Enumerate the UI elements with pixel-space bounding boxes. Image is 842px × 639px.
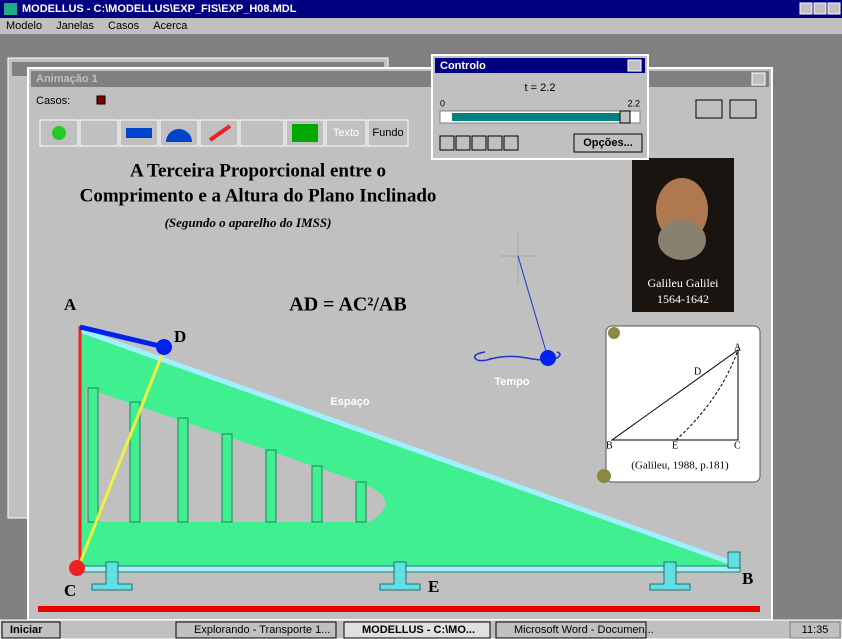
replay-button[interactable] <box>504 136 518 150</box>
window-buttons <box>800 3 840 14</box>
minimize-button[interactable] <box>800 3 812 14</box>
control-title: Controlo <box>440 60 486 72</box>
label-c: C <box>64 581 76 600</box>
play-button[interactable] <box>440 136 454 150</box>
window-title: MODELLUS - C:\MODELLUS\EXP_FIS\EXP_H08.M… <box>22 3 297 15</box>
maximize-button[interactable] <box>814 3 826 14</box>
options-label: Opções... <box>583 137 633 149</box>
note-label: A <box>734 342 742 353</box>
heading: Comprimento e a Altura do Plano Inclinad… <box>80 185 437 206</box>
task-label: MODELLUS - C:\MO... <box>362 624 475 636</box>
button-label: Fundo <box>372 127 403 139</box>
column <box>222 434 232 522</box>
point-d[interactable] <box>156 339 172 355</box>
column <box>88 388 98 522</box>
clock: 11:35 <box>802 624 829 636</box>
tool-button[interactable] <box>696 100 722 118</box>
tool-button[interactable] <box>240 120 284 146</box>
portrait-name: Galileu Galilei <box>648 276 720 290</box>
time-value: t = 2.2 <box>525 82 556 94</box>
pause-button[interactable] <box>456 136 470 150</box>
menu-item[interactable]: Casos <box>108 20 140 32</box>
label-e: E <box>428 577 439 596</box>
column <box>266 450 276 522</box>
note-label: D <box>694 366 701 377</box>
slider-max: 2.2 <box>627 98 640 108</box>
label-b: B <box>742 569 753 588</box>
icon <box>126 128 152 138</box>
cases-label: Casos: <box>36 95 70 107</box>
close-button[interactable] <box>628 60 641 71</box>
task-label: Microsoft Word - Documen... <box>514 624 654 636</box>
slider-fill <box>452 113 620 121</box>
menu-item[interactable]: Acerca <box>153 20 188 32</box>
note-label: E <box>672 440 678 451</box>
start-label: Iniciar <box>10 624 43 636</box>
note-label: B <box>606 440 613 451</box>
icon <box>292 124 318 142</box>
case-swatch[interactable] <box>97 96 105 104</box>
icon <box>52 126 66 140</box>
pendulum-bob[interactable] <box>540 350 556 366</box>
app-icon <box>4 3 17 15</box>
label-d: D <box>174 327 186 346</box>
slider-thumb[interactable] <box>620 111 630 123</box>
heading: A Terceira Proporcional entre o <box>130 160 386 181</box>
step-button[interactable] <box>488 136 502 150</box>
step-button[interactable] <box>472 136 486 150</box>
foot <box>728 552 740 568</box>
note-label: C <box>734 440 741 451</box>
menu-item[interactable]: Modelo <box>6 20 42 32</box>
portrait-years: 1564-1642 <box>657 292 709 306</box>
column <box>356 482 366 522</box>
point-c[interactable] <box>69 560 85 576</box>
toolbar: Texto Fundo <box>40 120 408 146</box>
animation-title: Animação 1 <box>36 73 98 85</box>
close-button[interactable] <box>828 3 840 14</box>
base <box>80 566 740 572</box>
formula: AD = AC²/AB <box>289 294 406 316</box>
task-list: Explorando - Transporte 1... MODELLUS - C… <box>176 622 654 638</box>
note-citation: (Galileu, 1988, p.181) <box>631 460 729 472</box>
task-label: Explorando - Transporte 1... <box>194 624 330 636</box>
close-button[interactable] <box>752 73 765 85</box>
column <box>178 418 188 522</box>
slider-min: 0 <box>440 98 445 108</box>
subheading: (Segundo o aparelho do IMSS) <box>165 215 332 230</box>
button-label: Texto <box>333 127 359 139</box>
menu-item[interactable]: Janelas <box>56 20 94 32</box>
scroll-end <box>597 469 611 483</box>
scroll-end <box>608 327 620 339</box>
time-label: Tempo <box>494 376 530 388</box>
space-label: Espaço <box>330 396 369 408</box>
portrait-beard <box>658 220 706 260</box>
tool-button[interactable] <box>730 100 756 118</box>
tool-button[interactable] <box>80 120 118 146</box>
bottom-bar <box>38 606 760 612</box>
label-a: A <box>64 295 77 314</box>
animation-title-bar <box>31 71 769 87</box>
screen: MODELLUS - C:\MODELLUS\EXP_FIS\EXP_H08.M… <box>0 0 842 639</box>
column <box>312 466 322 522</box>
